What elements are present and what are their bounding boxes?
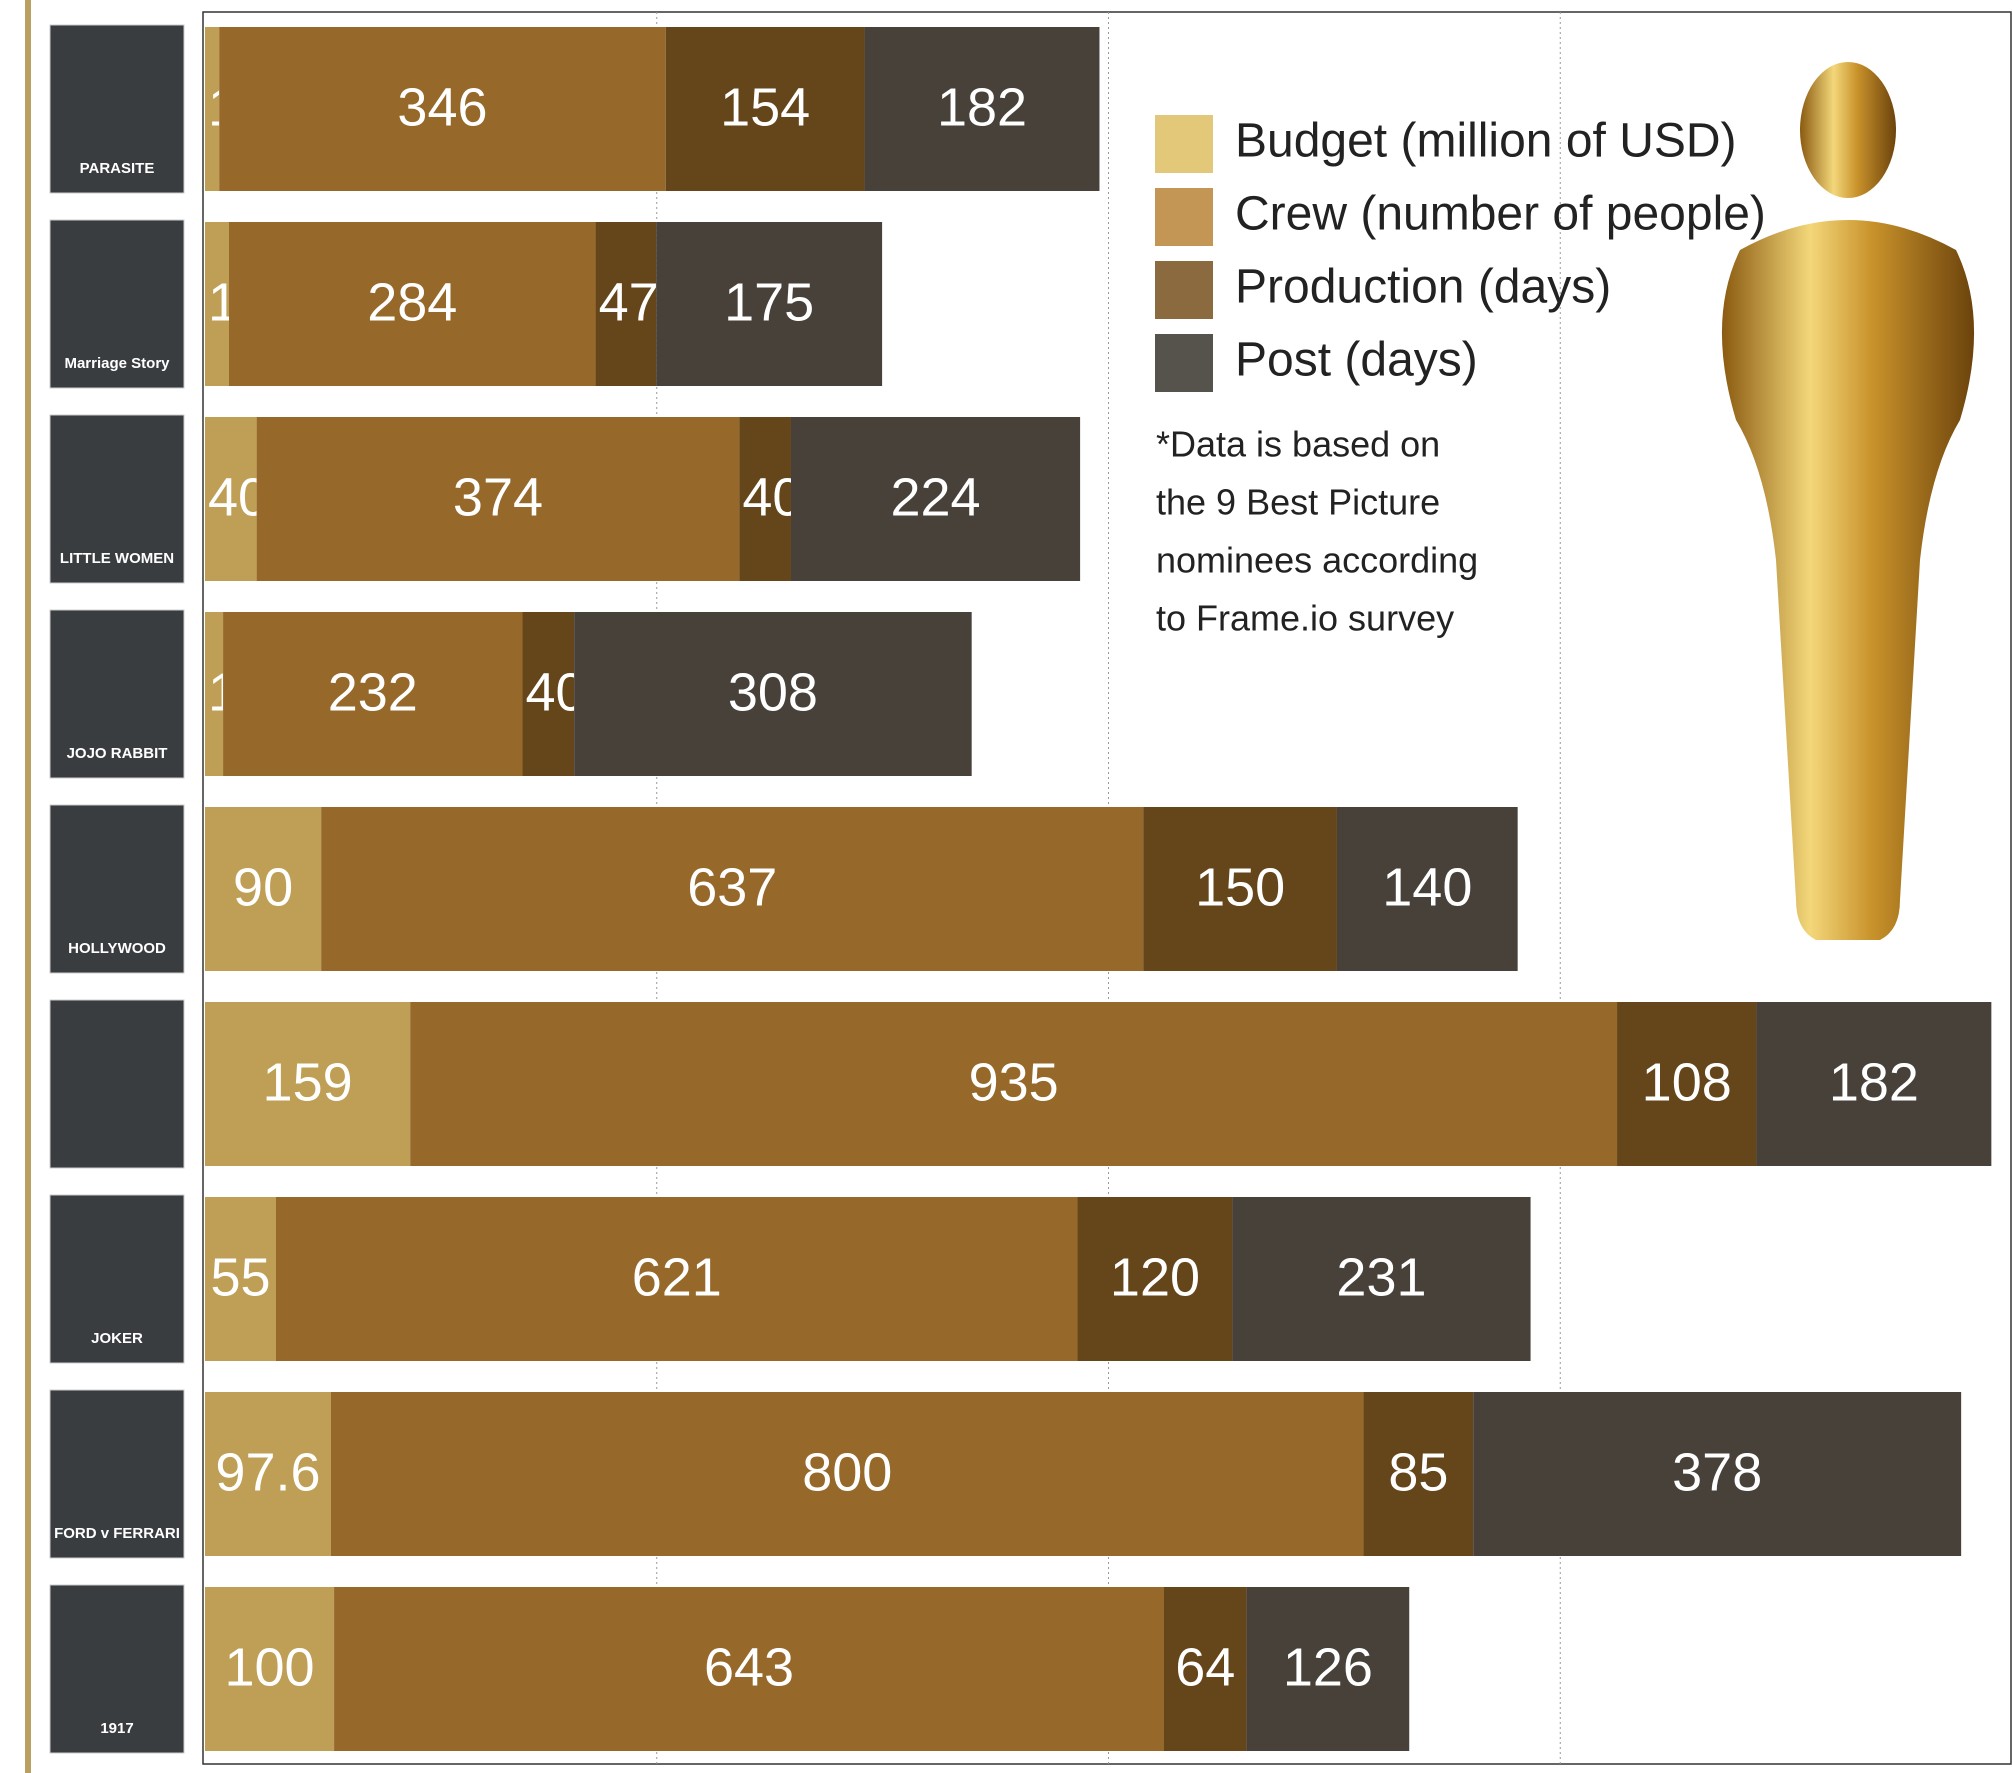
value-label: 85 bbox=[1388, 1442, 1448, 1502]
value-label: 308 bbox=[728, 662, 818, 722]
legend-label: Production (days) bbox=[1235, 261, 1611, 314]
value-label: 126 bbox=[1283, 1637, 1373, 1697]
category-label: LITTLE WOMEN bbox=[60, 550, 174, 567]
note: nominees according bbox=[1156, 540, 1478, 581]
poster bbox=[50, 1000, 184, 1168]
value-label: 800 bbox=[802, 1442, 892, 1502]
legend-label: Crew (number of people) bbox=[1235, 188, 1766, 241]
category-label: PARASITE bbox=[80, 160, 155, 177]
value-label: 64 bbox=[1175, 1637, 1235, 1697]
statue-body bbox=[1722, 220, 1974, 940]
value-label: 378 bbox=[1672, 1442, 1762, 1502]
category-label: JOJO RABBIT bbox=[67, 745, 168, 762]
note: to Frame.io survey bbox=[1156, 598, 1454, 639]
value-label: 120 bbox=[1110, 1247, 1200, 1307]
legend-label: Post (days) bbox=[1235, 334, 1478, 387]
legend-swatch bbox=[1155, 261, 1213, 319]
value-label: 232 bbox=[328, 662, 418, 722]
value-label: 637 bbox=[687, 857, 777, 917]
category-label: 1917 bbox=[100, 1720, 133, 1737]
category-label: HOLLYWOOD bbox=[68, 940, 166, 957]
value-label: 182 bbox=[1829, 1052, 1919, 1112]
value-label: 621 bbox=[632, 1247, 722, 1307]
category-label: FORD v FERRARI bbox=[54, 1525, 180, 1542]
value-label: 108 bbox=[1642, 1052, 1732, 1112]
value-label: 935 bbox=[969, 1052, 1059, 1112]
note: the 9 Best Picture bbox=[1156, 482, 1440, 523]
legend-swatch bbox=[1155, 334, 1213, 392]
value-label: 97.6 bbox=[215, 1442, 320, 1502]
legend-swatch bbox=[1155, 188, 1213, 246]
value-label: 182 bbox=[937, 77, 1027, 137]
value-label: 175 bbox=[724, 272, 814, 332]
value-label: 47 bbox=[599, 272, 659, 332]
note: *Data is based on bbox=[1156, 424, 1440, 465]
value-label: 140 bbox=[1382, 857, 1472, 917]
value-label: 55 bbox=[210, 1247, 270, 1307]
value-label: 224 bbox=[890, 467, 980, 527]
statue-head bbox=[1800, 62, 1896, 198]
value-label: 150 bbox=[1195, 857, 1285, 917]
value-label: 100 bbox=[224, 1637, 314, 1697]
value-label: 231 bbox=[1336, 1247, 1426, 1307]
category-label: Marriage Story bbox=[64, 355, 170, 372]
value-label: 159 bbox=[263, 1052, 353, 1112]
legend-label: Budget (million of USD) bbox=[1235, 115, 1737, 168]
value-label: 643 bbox=[704, 1637, 794, 1697]
value-label: 346 bbox=[397, 77, 487, 137]
value-label: 90 bbox=[233, 857, 293, 917]
category-label: JOKER bbox=[91, 1330, 143, 1347]
value-label: 154 bbox=[720, 77, 810, 137]
value-label: 374 bbox=[453, 467, 543, 527]
legend-swatch bbox=[1155, 115, 1213, 173]
chart: PARASITE11346154182Marriage Story18.6284… bbox=[0, 0, 2012, 1773]
value-label: 284 bbox=[367, 272, 457, 332]
